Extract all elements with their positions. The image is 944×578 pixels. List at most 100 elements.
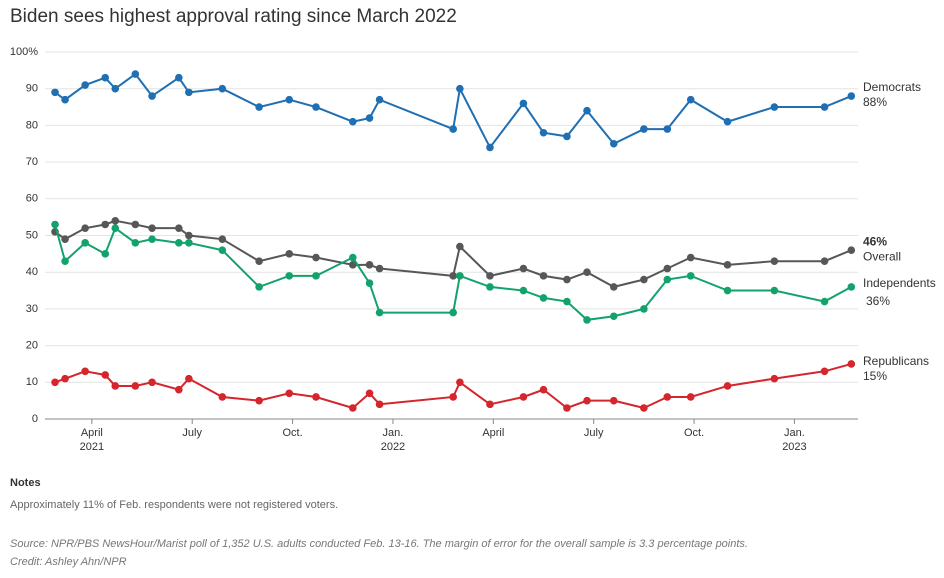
data-point: [185, 239, 193, 247]
data-point: [609, 312, 618, 321]
data-label: 15%: [863, 369, 887, 383]
data-point: [111, 224, 120, 232]
data-point: [770, 103, 779, 111]
data-point: [81, 367, 89, 376]
data-point: [101, 220, 110, 229]
y-tick-label: 50: [26, 229, 38, 241]
data-point: [285, 250, 294, 258]
y-tick-label: 90: [26, 83, 38, 95]
data-point: [486, 272, 494, 280]
legend-label: Republicans: [863, 354, 929, 368]
data-point: [81, 239, 89, 247]
data-point: [449, 308, 457, 317]
data-point: [486, 283, 494, 291]
data-point: [365, 389, 374, 398]
series-line: [54, 362, 852, 410]
x-year-label: 2022: [381, 441, 405, 453]
data-point: [609, 396, 618, 405]
data-point: [255, 103, 263, 111]
data-point: [583, 396, 591, 405]
data-point: [51, 220, 59, 229]
y-tick-label: 20: [26, 340, 38, 352]
data-point: [312, 393, 320, 401]
data-point: [820, 103, 829, 111]
data-point: [686, 253, 695, 262]
data-point: [640, 125, 648, 133]
x-tick-label: Jan.: [383, 427, 404, 439]
data-point: [583, 106, 591, 115]
data-point: [663, 393, 672, 401]
data-point: [148, 224, 156, 232]
data-point: [101, 371, 110, 379]
data-point: [583, 268, 591, 277]
data-point: [519, 393, 528, 401]
data-point: [175, 73, 183, 82]
x-tick-label: Oct.: [282, 427, 302, 439]
y-tick-label: 0: [32, 413, 38, 425]
data-point: [255, 257, 263, 265]
data-point: [583, 316, 591, 324]
data-point: [185, 374, 193, 383]
data-point: [81, 224, 89, 232]
x-tick-label: July: [584, 427, 604, 439]
data-point: [770, 286, 779, 295]
data-point: [686, 272, 695, 280]
data-point: [820, 257, 829, 265]
data-point: [539, 294, 548, 302]
data-point: [375, 400, 384, 409]
data-point: [539, 272, 548, 280]
data-point: [519, 99, 528, 108]
credit: Credit: Ashley Ahn/NPR: [10, 556, 127, 568]
data-point: [285, 272, 294, 280]
data-point: [61, 257, 69, 265]
data-point: [175, 239, 183, 247]
data-point: [185, 231, 193, 240]
data-point: [847, 246, 856, 254]
data-point: [131, 220, 140, 229]
legend-label: Overall: [863, 249, 901, 263]
data-point: [111, 84, 120, 93]
data-point: [456, 84, 464, 93]
data-point: [51, 378, 59, 387]
data-point: [723, 286, 732, 295]
data-point: [111, 217, 120, 225]
data-point: [61, 95, 69, 104]
data-point: [539, 128, 548, 137]
data-point: [101, 250, 110, 258]
data-label: 36%: [866, 294, 890, 308]
data-point: [175, 385, 183, 394]
chart-title: Biden sees highest approval rating since…: [10, 6, 457, 27]
x-year-label: 2023: [782, 441, 806, 453]
data-point: [375, 95, 384, 104]
data-point: [723, 117, 732, 126]
data-point: [640, 404, 648, 412]
data-point: [686, 95, 695, 104]
data-label: 88%: [863, 95, 887, 109]
x-tick-label: Oct.: [684, 427, 704, 439]
data-point: [131, 382, 140, 390]
data-point: [847, 360, 856, 368]
data-point: [563, 404, 571, 412]
data-point: [312, 272, 320, 280]
data-point: [820, 297, 829, 306]
series-line: [54, 72, 852, 150]
data-point: [609, 139, 618, 148]
data-point: [820, 367, 829, 376]
x-tick-label: April: [81, 427, 103, 439]
data-point: [486, 143, 494, 152]
data-label: 46%: [863, 234, 887, 248]
data-point: [349, 253, 357, 262]
data-point: [349, 117, 357, 126]
data-point: [349, 261, 357, 269]
data-point: [456, 378, 464, 387]
data-point: [375, 308, 384, 317]
data-point: [456, 272, 464, 280]
data-point: [563, 275, 571, 284]
data-point: [218, 246, 227, 254]
note-text: Approximately 11% of Feb. respondents we…: [10, 499, 338, 511]
data-point: [375, 264, 384, 273]
data-point: [663, 264, 672, 273]
notes-heading: Notes: [10, 477, 41, 489]
